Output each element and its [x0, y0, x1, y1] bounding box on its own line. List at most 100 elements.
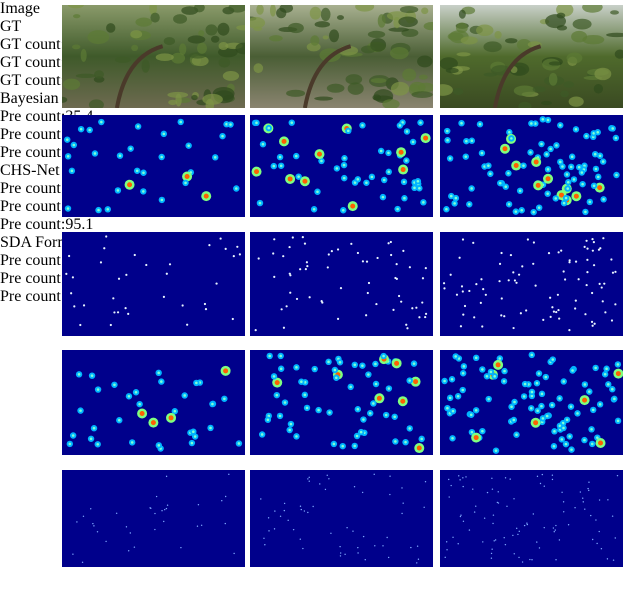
core: [570, 405, 573, 408]
dot: [110, 324, 112, 326]
core: [408, 379, 411, 382]
leaf: [269, 35, 283, 41]
core: [131, 441, 134, 444]
dot: [501, 297, 503, 299]
dot: [521, 265, 523, 267]
core: [454, 355, 457, 358]
core: [369, 412, 372, 415]
core: [461, 389, 464, 392]
dot: [423, 507, 424, 508]
core: [262, 143, 265, 146]
dot: [468, 290, 470, 292]
dot: [233, 553, 234, 554]
core: [522, 164, 525, 167]
leaf: [402, 69, 416, 82]
core: [487, 164, 490, 167]
dot: [390, 241, 392, 243]
core: [361, 364, 364, 367]
core: [547, 119, 550, 122]
dot: [469, 529, 470, 530]
dot: [346, 527, 347, 528]
dot: [302, 548, 303, 549]
dot: [327, 266, 329, 268]
core: [280, 367, 283, 370]
map-bg: [62, 470, 245, 567]
core: [617, 363, 620, 366]
core: [581, 171, 584, 174]
dot: [422, 277, 424, 279]
dot: [614, 271, 616, 273]
dot: [410, 547, 411, 548]
dot: [510, 254, 512, 256]
leaf: [217, 23, 229, 36]
core: [382, 355, 385, 358]
dot: [198, 504, 199, 505]
core: [542, 118, 545, 121]
core: [179, 121, 182, 124]
dot: [400, 301, 402, 303]
leaf: [87, 30, 109, 44]
map-bg: [440, 232, 623, 336]
core: [306, 407, 309, 410]
dot: [464, 305, 466, 307]
leaf: [390, 47, 409, 59]
core: [514, 163, 519, 168]
dot: [583, 501, 584, 502]
dot: [268, 530, 269, 531]
dot: [166, 273, 168, 275]
dot: [272, 252, 274, 254]
leaf: [348, 82, 364, 95]
dot: [574, 507, 575, 508]
dot: [472, 488, 473, 489]
dot: [93, 525, 94, 526]
dot: [617, 475, 618, 476]
dot: [536, 541, 537, 542]
core: [317, 152, 322, 157]
dot: [167, 505, 168, 506]
dot: [555, 525, 556, 526]
core: [106, 208, 109, 211]
core: [341, 445, 344, 448]
core: [419, 121, 422, 124]
leaf: [254, 63, 264, 73]
dot: [83, 304, 85, 306]
dot: [268, 517, 269, 518]
core: [211, 403, 214, 406]
core: [576, 412, 579, 415]
dot: [505, 477, 506, 478]
core: [214, 156, 217, 159]
core: [417, 446, 422, 451]
leaf: [541, 101, 552, 105]
map-bg: [440, 470, 623, 567]
core: [67, 155, 70, 158]
dot: [264, 544, 265, 545]
core: [544, 376, 547, 379]
dot: [480, 278, 482, 280]
dot: [599, 283, 601, 285]
dot: [376, 257, 378, 259]
dot: [65, 273, 67, 275]
leaf: [130, 30, 142, 38]
dot: [112, 297, 114, 299]
leaf: [63, 79, 80, 90]
core: [551, 358, 554, 361]
core: [559, 161, 562, 164]
leaf: [398, 16, 418, 27]
leaf: [421, 8, 428, 15]
core: [347, 130, 350, 133]
core: [272, 165, 275, 168]
core: [565, 443, 568, 446]
dot: [533, 241, 535, 243]
core: [481, 430, 484, 433]
density-map: [62, 232, 245, 336]
dot: [603, 283, 605, 285]
core: [615, 174, 618, 177]
core: [317, 409, 320, 412]
core: [617, 420, 620, 423]
dot: [506, 506, 507, 507]
dot: [307, 478, 308, 479]
dot: [128, 550, 129, 551]
core: [235, 187, 238, 190]
core: [399, 124, 402, 127]
core: [468, 203, 471, 206]
